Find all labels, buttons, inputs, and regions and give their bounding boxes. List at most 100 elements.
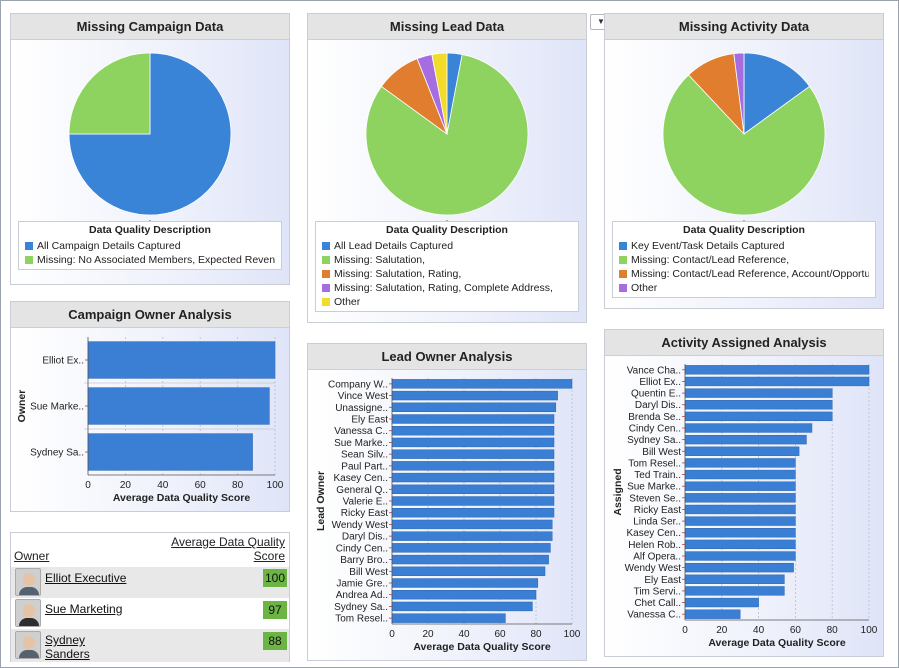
bar[interactable] <box>684 388 833 398</box>
category-label: Ricky East <box>341 508 388 519</box>
pie-chart-activity[interactable]: Record Count <box>605 41 883 231</box>
bar-chart-campaign-owner[interactable]: Elliot Ex.. Sue Marke.. Sydney Sa.. 0 20 40 60… <box>11 329 289 511</box>
bar[interactable] <box>391 379 573 389</box>
category-label: Ricky East <box>634 505 681 516</box>
bar[interactable] <box>391 578 539 588</box>
legend-swatch <box>322 284 330 292</box>
category-label: Cindy Cen.. <box>629 424 681 435</box>
bar[interactable] <box>391 613 506 623</box>
bar[interactable] <box>684 562 794 573</box>
legend-swatch <box>25 242 33 250</box>
bar[interactable] <box>684 469 796 480</box>
category-label: Barry Bro.. <box>340 555 388 566</box>
legend-item: Missing: Salutation, Rating, Complete Ad… <box>322 281 572 295</box>
bar[interactable] <box>684 586 785 596</box>
pie-slice[interactable] <box>743 52 811 135</box>
bar[interactable] <box>87 433 253 471</box>
x-tick-label: 20 <box>120 480 132 491</box>
bar[interactable] <box>684 458 796 468</box>
x-tick-label: 40 <box>157 480 169 491</box>
owner-link[interactable]: Sue Marketing <box>45 602 122 616</box>
category-label: Steven Se.. <box>629 493 681 504</box>
bar[interactable] <box>684 539 796 550</box>
x-tick-label: 80 <box>530 629 542 640</box>
bar[interactable] <box>391 437 555 448</box>
legend-label: All Campaign Details Captured <box>37 240 181 252</box>
bar[interactable] <box>391 402 557 412</box>
bar[interactable] <box>87 341 276 379</box>
pie-chart-lead[interactable]: Record Count <box>308 41 586 231</box>
bar[interactable] <box>391 519 553 530</box>
bar[interactable] <box>87 387 270 425</box>
panel-title: Missing Lead Data <box>308 14 586 40</box>
x-axis-title: Average Data Quality Score <box>708 637 845 649</box>
category-label: Elliot Ex.. <box>42 356 84 367</box>
column-header-owner[interactable]: Owner <box>14 549 50 563</box>
bar[interactable] <box>391 461 555 471</box>
bar[interactable] <box>684 423 813 433</box>
bar[interactable] <box>684 434 807 445</box>
bar[interactable] <box>391 414 555 424</box>
category-label: Andrea Ad.. <box>336 590 388 601</box>
bar-panel-lead-owner: Lead Owner Analysis Company W.. Vince Wes… <box>307 343 587 661</box>
bar[interactable] <box>684 528 796 538</box>
bar[interactable] <box>391 390 558 401</box>
avatar <box>15 631 41 659</box>
bar[interactable] <box>684 609 741 619</box>
owner-link[interactable]: Elliot Executive <box>45 571 126 585</box>
category-label: Elliot Ex.. <box>639 377 681 388</box>
bar[interactable] <box>684 446 800 456</box>
pie-slice[interactable] <box>68 52 151 135</box>
legend-item: Missing: Contact/Lead Reference, <box>619 253 869 267</box>
bar[interactable] <box>684 411 833 422</box>
bar[interactable] <box>684 504 796 515</box>
bar[interactable] <box>391 426 555 436</box>
category-label: Alf Opera.. <box>633 552 681 563</box>
bar[interactable] <box>391 449 555 459</box>
bar[interactable] <box>684 597 759 608</box>
bar[interactable] <box>391 566 546 576</box>
bar-chart-activity-assigned[interactable]: Vance Cha..Elliot Ex..Quentin E..Daryl D… <box>605 357 883 656</box>
bar[interactable] <box>391 590 537 600</box>
pie-slice[interactable] <box>662 74 826 216</box>
chevron-down-icon: ▼ <box>597 17 605 26</box>
x-tick-label: 0 <box>682 625 688 636</box>
bar[interactable] <box>684 481 796 491</box>
bar[interactable] <box>684 376 870 387</box>
pie-slice[interactable] <box>431 52 448 135</box>
bar[interactable] <box>391 496 555 506</box>
pie-slice[interactable] <box>733 52 745 135</box>
legend-title: Data Quality Description <box>386 224 508 236</box>
category-label: Bill West <box>349 567 388 578</box>
y-axis-title: Lead Owner <box>315 471 327 531</box>
pie-chart-campaign[interactable]: Record Count <box>11 41 289 231</box>
owner-link[interactable]: Sydney Sanders <box>45 633 90 661</box>
category-label: Sean Silv.. <box>341 450 388 461</box>
category-label: General Q.. <box>336 485 388 496</box>
legend-swatch <box>619 284 627 292</box>
bar[interactable] <box>391 484 555 494</box>
bar[interactable] <box>684 493 796 503</box>
bar[interactable] <box>391 508 555 518</box>
bar[interactable] <box>684 574 785 584</box>
bar[interactable] <box>391 531 553 541</box>
legend-swatch <box>619 242 627 250</box>
legend-swatch <box>322 298 330 306</box>
legend-label: Missing: Salutation, Rating, <box>334 268 462 280</box>
bar[interactable] <box>391 554 549 565</box>
bar[interactable] <box>391 472 555 483</box>
bar[interactable] <box>684 516 796 526</box>
x-tick-label: 0 <box>85 480 91 491</box>
bar[interactable] <box>391 601 533 612</box>
bar[interactable] <box>391 543 551 553</box>
category-label: Sydney Sa.. <box>627 435 681 446</box>
category-label: Cindy Cen.. <box>336 543 388 554</box>
category-label: Jamie Gre.. <box>336 579 388 590</box>
bar[interactable] <box>684 551 796 561</box>
pie-slice[interactable] <box>365 53 529 216</box>
column-header-score[interactable]: Average Data Quality Score <box>171 535 285 563</box>
category-label: Vance Cha.. <box>627 365 681 376</box>
bar[interactable] <box>684 400 833 410</box>
bar[interactable] <box>684 365 870 375</box>
